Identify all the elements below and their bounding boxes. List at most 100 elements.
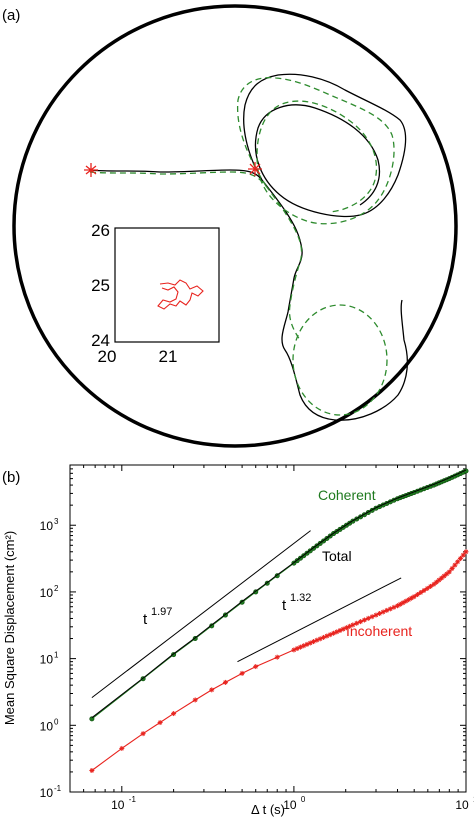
inset-x-tick: 21 (159, 347, 178, 366)
data-point-incoherent (433, 579, 439, 585)
data-point-incoherent (354, 620, 360, 626)
asterisk-stroke (458, 556, 463, 561)
annotation-slope-132: t 1.32 (282, 592, 311, 614)
data-point-incoherent (89, 768, 95, 774)
asterisk-stroke (171, 711, 176, 716)
series-layer (89, 468, 469, 774)
red-start-marker (84, 163, 98, 177)
data-point-incoherent (350, 622, 356, 628)
plot-frame (69, 464, 467, 793)
guide-line-slope-132 (237, 577, 402, 663)
asterisk-stroke (358, 619, 363, 624)
inset-y-tick: 26 (91, 221, 110, 240)
annotation-base: t (143, 611, 148, 628)
data-point-coherent (209, 623, 215, 629)
series-line-total (91, 469, 467, 719)
trajectory-lower-loop-dashed (292, 304, 388, 416)
x-tick-exponent: 0 (301, 795, 306, 804)
asterisk-stroke (412, 594, 417, 599)
red-mid-marker (248, 162, 262, 176)
data-point-incoherent (222, 679, 228, 685)
asterisk-stroke (89, 768, 94, 773)
asterisk-stroke (119, 746, 124, 751)
annotation-exp: 1.97 (151, 606, 172, 618)
inset-plot: 26 25 24 20 21 (91, 221, 220, 366)
asterisk-stroke (223, 680, 228, 685)
data-point-incoherent (358, 619, 364, 625)
data-point-incoherent (317, 636, 323, 642)
data-point-incoherent (460, 552, 466, 558)
trajectory-dashed (89, 171, 303, 341)
x-tick-label: 10 (455, 798, 469, 812)
legend-coherent: Coherent (318, 487, 376, 503)
data-point-coherent (89, 716, 95, 722)
trajectory-solid (89, 169, 409, 421)
asterisk-stroke (455, 559, 460, 564)
trajectory-loop-solid (243, 73, 407, 218)
data-point-incoherent (418, 590, 424, 596)
asterisk-stroke (461, 553, 466, 558)
data-point-incoherent (455, 559, 461, 565)
data-point-incoherent (140, 731, 146, 737)
y-tick-label: 10 (40, 519, 54, 533)
inset-x-tick: 20 (98, 347, 117, 366)
data-point-incoherent (380, 609, 386, 615)
y-tick-exponent: 0 (54, 717, 59, 726)
asterisk-stroke (158, 720, 163, 725)
arena-circle (12, 4, 458, 448)
legend-incoherent: Incoherent (346, 623, 412, 639)
data-point-incoherent (209, 687, 215, 693)
data-point-incoherent (171, 711, 177, 717)
annotation-exp: 1.32 (290, 592, 311, 604)
data-point-incoherent (274, 654, 280, 660)
data-point-incoherent (452, 562, 458, 568)
data-point-incoherent (463, 549, 469, 555)
data-point-incoherent (411, 594, 417, 600)
data-point-incoherent (449, 565, 455, 571)
x-tick-exponent: -1 (129, 795, 137, 804)
asterisk-stroke (275, 655, 280, 660)
data-point-incoherent (361, 617, 367, 623)
x-axis-label: Δ t (s) (251, 802, 285, 817)
y-tick-label: 10 (40, 719, 54, 733)
asterisk-stroke (452, 563, 457, 568)
x-tick-label: 10 (283, 798, 297, 812)
asterisk-stroke (425, 586, 430, 591)
y-tick-label: 10 (40, 786, 54, 800)
data-point-incoherent (314, 637, 320, 643)
series-line-incoherent (91, 551, 467, 771)
data-point-incoherent (365, 615, 371, 621)
inset-frame (114, 227, 220, 343)
y-tick-label: 10 (40, 586, 54, 600)
guide-line-slope-197 (91, 530, 311, 699)
inset-y-tick: 25 (91, 276, 110, 295)
y-tick-label: 10 (40, 653, 54, 667)
asterisk-stroke (463, 549, 469, 554)
x-tick-label: 10 (111, 798, 125, 812)
asterisk-stroke (370, 614, 375, 619)
asterisk-stroke (447, 569, 452, 574)
data-point-incoherent (421, 587, 427, 593)
inset-y-tick: 24 (91, 331, 110, 350)
asterisk-stroke (209, 687, 214, 692)
data-point-incoherent (192, 697, 198, 703)
annotation-base: t (282, 597, 287, 614)
asterisk-stroke (362, 617, 367, 623)
panel-b-label: (b) (2, 469, 20, 486)
asterisk-stroke (421, 588, 427, 593)
guide-lines (91, 530, 402, 699)
asterisk-stroke (366, 616, 371, 621)
data-point-incoherent (406, 597, 412, 603)
annotation-slope-197: t 1.97 (143, 606, 172, 628)
data-point-incoherent (157, 720, 163, 726)
series-line-coherent (91, 470, 467, 720)
data-point-incoherent (369, 614, 375, 620)
y-tick-exponent: 3 (54, 517, 59, 526)
asterisk-stroke (415, 592, 420, 597)
y-tick-exponent: -1 (54, 784, 62, 793)
asterisk-stroke (449, 566, 455, 571)
data-point-incoherent (424, 585, 430, 591)
